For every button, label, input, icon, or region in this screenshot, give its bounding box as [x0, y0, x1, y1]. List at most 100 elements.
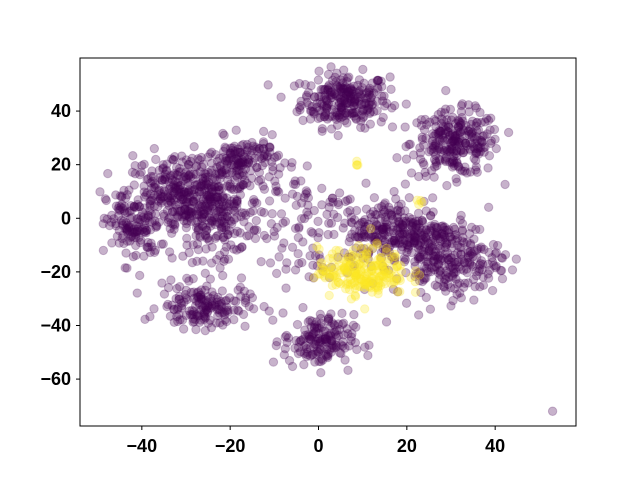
- scatter-point-class-0: [227, 150, 237, 160]
- scatter-point-class-0: [412, 118, 422, 128]
- scatter-point-class-0: [240, 321, 250, 331]
- scatter-point-class-0: [169, 183, 180, 193]
- scatter-point-class-0: [143, 212, 153, 222]
- scatter-point-class-0: [342, 98, 352, 108]
- scatter-point-class-0: [193, 222, 204, 233]
- scatter-point-class-0: [172, 304, 183, 314]
- scatter-point-class-0: [412, 220, 422, 230]
- scatter-point-class-0: [174, 187, 184, 197]
- scatter-point-class-0: [126, 200, 136, 211]
- scatter-point-class-0: [192, 309, 203, 319]
- scatter-point-class-0: [207, 242, 217, 252]
- scatter-point-class-0: [216, 165, 226, 175]
- scatter-point-class-0: [310, 92, 320, 102]
- scatter-point-class-0: [231, 245, 242, 255]
- scatter-point-class-0: [437, 130, 447, 140]
- scatter-point-class-0: [177, 151, 187, 161]
- scatter-point-class-0: [130, 169, 141, 179]
- scatter-point-class-0: [200, 222, 211, 233]
- scatter-point-class-1: [316, 257, 326, 268]
- scatter-point-class-0: [245, 166, 256, 176]
- scatter-point-class-0: [326, 328, 336, 338]
- scatter-point-class-0: [200, 311, 210, 322]
- scatter-point-class-0: [358, 113, 368, 123]
- scatter-point-class-0: [141, 190, 151, 200]
- scatter-point-class-0: [155, 189, 166, 199]
- scatter-point-class-0: [99, 213, 109, 223]
- scatter-point-class-0: [169, 195, 179, 205]
- scatter-point-class-0: [168, 155, 179, 165]
- scatter-point-class-0: [441, 85, 451, 96]
- scatter-point-class-0: [467, 248, 477, 259]
- scatter-point-class-0: [456, 107, 467, 117]
- scatter-point-class-0: [435, 126, 445, 136]
- scatter-point-class-0: [145, 196, 155, 207]
- scatter-point-class-0: [360, 123, 370, 133]
- x-tick-label: 0: [313, 436, 323, 456]
- scatter-point-class-0: [218, 201, 229, 211]
- scatter-point-class-0: [146, 183, 157, 194]
- scatter-point-class-0: [310, 320, 320, 330]
- scatter-point-class-0: [215, 318, 225, 328]
- scatter-point-class-0: [322, 334, 332, 344]
- scatter-point-class-0: [173, 212, 183, 222]
- scatter-point-class-0: [420, 232, 431, 242]
- scatter-point-class-0: [345, 85, 356, 95]
- scatter-point-class-0: [175, 167, 186, 177]
- scatter-point-class-0: [222, 211, 232, 222]
- scatter-point-class-0: [397, 222, 408, 233]
- scatter-point-class-0: [200, 209, 210, 219]
- scatter-point-class-0: [337, 83, 348, 93]
- scatter-point-class-1: [377, 262, 388, 272]
- scatter-point-class-0: [199, 307, 210, 318]
- scatter-point-class-0: [465, 145, 476, 156]
- scatter-point-class-0: [421, 120, 432, 130]
- scatter-point-class-0: [340, 355, 350, 365]
- scatter-point-class-0: [471, 162, 481, 172]
- scatter-point-class-0: [417, 217, 428, 227]
- scatter-point-class-0: [284, 355, 295, 366]
- scatter-point-class-0: [379, 228, 389, 239]
- scatter-point-class-0: [221, 302, 232, 312]
- scatter-point-class-0: [166, 193, 177, 203]
- scatter-point-class-0: [145, 247, 155, 258]
- scatter-point-class-0: [142, 225, 152, 236]
- scatter-point-class-0: [267, 209, 277, 219]
- scatter-point-class-0: [147, 195, 157, 206]
- scatter-point-class-0: [244, 301, 254, 312]
- scatter-point-class-0: [446, 138, 456, 148]
- scatter-point-class-0: [434, 154, 444, 165]
- scatter-point-class-0: [363, 230, 373, 240]
- scatter-point-class-0: [317, 322, 327, 332]
- scatter-point-class-0: [390, 218, 400, 228]
- scatter-point-class-0: [365, 107, 376, 117]
- scatter-point-class-0: [470, 165, 481, 175]
- scatter-point-class-0: [129, 180, 139, 190]
- scatter-point-class-0: [390, 255, 400, 266]
- scatter-point-class-0: [306, 331, 317, 342]
- scatter-point-class-0: [478, 131, 488, 141]
- scatter-point-class-0: [190, 194, 200, 204]
- scatter-point-class-0: [377, 91, 387, 101]
- scatter-point-class-0: [186, 210, 197, 221]
- scatter-point-class-0: [393, 223, 403, 233]
- scatter-point-class-0: [346, 336, 356, 346]
- scatter-point-class-0: [440, 125, 451, 135]
- scatter-point-class-0: [338, 337, 348, 347]
- scatter-point-class-0: [431, 122, 441, 132]
- scatter-point-class-0: [471, 149, 481, 159]
- scatter-point-class-0: [211, 186, 221, 196]
- scatter-point-class-0: [201, 175, 211, 186]
- scatter-point-class-0: [405, 217, 415, 227]
- scatter-point-class-0: [225, 181, 235, 192]
- scatter-point-class-0: [468, 261, 478, 272]
- scatter-point-class-0: [252, 162, 262, 172]
- scatter-point-class-0: [294, 78, 305, 89]
- scatter-point-class-0: [230, 146, 240, 157]
- scatter-point-class-0: [165, 311, 176, 321]
- scatter-point-class-0: [357, 232, 367, 242]
- scatter-point-class-0: [212, 192, 223, 203]
- scatter-point-class-0: [165, 171, 176, 181]
- scatter-point-class-0: [117, 199, 127, 210]
- scatter-point-class-0: [336, 104, 347, 114]
